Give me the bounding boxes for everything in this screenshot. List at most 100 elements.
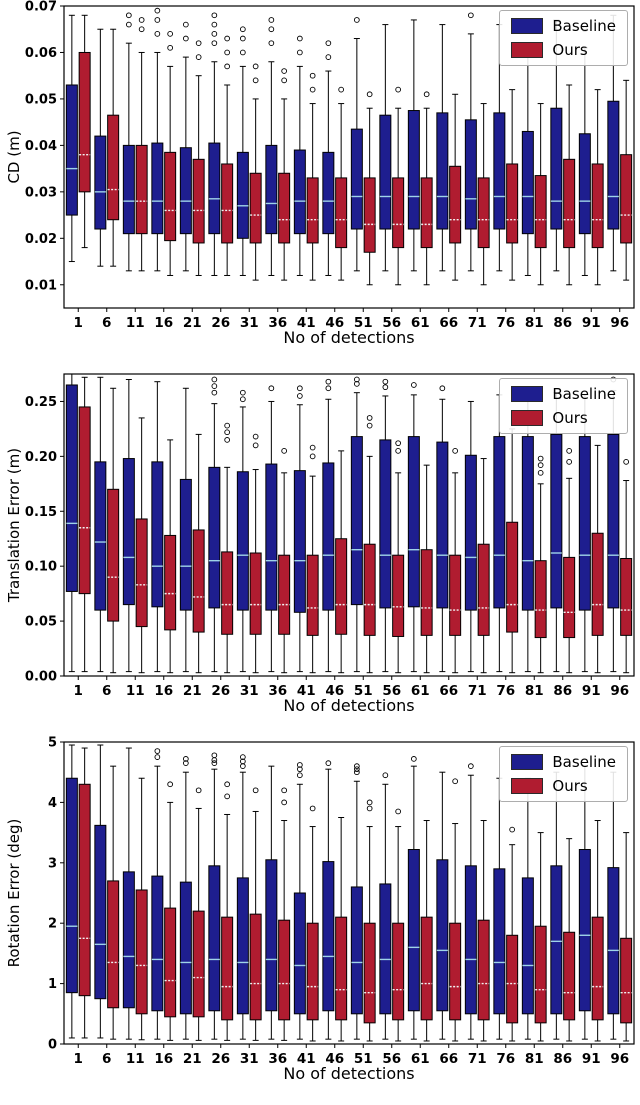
x-tick-label: 56 — [382, 683, 401, 699]
box — [135, 889, 148, 1015]
x-tick-label: 6 — [102, 683, 111, 699]
outlier-point — [366, 422, 373, 429]
box — [563, 931, 576, 1021]
box — [464, 454, 477, 611]
y-tick-label: 0.04 — [25, 139, 57, 154]
outlier-point — [268, 26, 275, 33]
y-tick-label: 0.07 — [25, 0, 57, 15]
box — [265, 859, 278, 1012]
y-tick-label: 2 — [48, 917, 57, 932]
baseline-color-patch — [511, 18, 544, 34]
box — [94, 461, 107, 611]
y-tick-label: 0.20 — [25, 450, 57, 465]
y-tick-label: 0 — [48, 1038, 57, 1053]
box — [265, 463, 278, 611]
x-tick-label: 76 — [496, 1051, 515, 1067]
outlier-point — [452, 448, 459, 454]
x-tick-label: 76 — [496, 683, 515, 699]
box — [534, 175, 547, 249]
box — [477, 919, 490, 1021]
box — [407, 436, 420, 608]
outlier-point — [211, 40, 218, 47]
box — [236, 877, 249, 1015]
outlier-point — [224, 429, 231, 436]
y-tick-label: 0.15 — [25, 505, 57, 520]
x-tick-label: 61 — [411, 683, 430, 699]
outlier-point — [211, 12, 218, 19]
box — [322, 462, 335, 611]
y-axis-label: Translation Error (m) — [5, 447, 23, 603]
box — [179, 881, 192, 1015]
outlier-point — [325, 378, 332, 385]
box — [550, 107, 563, 230]
box — [335, 177, 348, 249]
outlier-point — [309, 444, 316, 451]
legend-item-ours: Ours — [511, 777, 616, 795]
outlier-point — [252, 77, 259, 84]
outlier-point — [366, 91, 373, 98]
outlier-point — [297, 772, 303, 779]
box — [122, 144, 135, 235]
outlier-point — [154, 31, 161, 37]
x-tick-label: 46 — [325, 683, 344, 699]
outlier-point — [325, 54, 332, 60]
box — [350, 128, 363, 230]
x-tick-label: 11 — [126, 683, 145, 699]
outlier-point — [354, 763, 360, 770]
outlier-point — [211, 752, 218, 759]
outlier-point — [195, 54, 202, 60]
box — [534, 560, 547, 639]
outlier-point — [354, 766, 360, 773]
x-tick-label: 71 — [468, 683, 487, 699]
box — [521, 436, 534, 611]
x-tick-label: 96 — [610, 1051, 629, 1067]
box — [521, 130, 534, 235]
legend-label-ours: Ours — [552, 41, 588, 59]
legend-label-ours: Ours — [552, 777, 588, 795]
box — [436, 859, 449, 1012]
outlier-point — [195, 787, 202, 794]
cd-plot-svg: 0.010.020.030.040.050.060.071 6 11 16 21 26 31… — [25, 0, 635, 331]
outlier-point — [468, 763, 474, 770]
box — [591, 163, 604, 249]
box — [477, 543, 490, 636]
box — [506, 521, 519, 633]
x-tick-label: 36 — [268, 1051, 287, 1067]
axes-frame — [63, 5, 635, 309]
x-tick-label: 26 — [211, 683, 230, 699]
x-tick-label: 56 — [382, 1051, 401, 1067]
outlier-point — [268, 17, 275, 23]
box — [620, 557, 633, 636]
outlier-point — [183, 35, 189, 42]
box — [578, 849, 591, 1012]
box — [436, 112, 449, 230]
outlier-point — [240, 26, 246, 33]
box — [94, 824, 107, 1000]
box — [151, 142, 164, 235]
box — [620, 937, 633, 1024]
box — [179, 147, 192, 235]
box — [449, 165, 462, 244]
outlier-point — [183, 21, 189, 28]
box — [306, 177, 319, 244]
outlier-point — [252, 787, 259, 794]
ours-color-patch — [511, 778, 544, 794]
x-tick-label: 31 — [240, 315, 259, 331]
box — [420, 549, 433, 636]
box — [164, 907, 177, 1018]
box — [306, 554, 319, 636]
x-tick-label: 76 — [496, 315, 515, 331]
outlier-point — [423, 91, 430, 98]
outlier-point — [382, 384, 389, 391]
outlier-point — [309, 805, 316, 812]
outlier-point — [411, 382, 417, 388]
outlier-point — [309, 453, 316, 460]
box — [236, 151, 249, 239]
axes-frame — [63, 373, 635, 677]
outlier-point — [281, 787, 288, 794]
box — [107, 488, 120, 622]
box — [506, 163, 519, 244]
box — [249, 552, 262, 635]
outlier-point — [195, 40, 202, 47]
